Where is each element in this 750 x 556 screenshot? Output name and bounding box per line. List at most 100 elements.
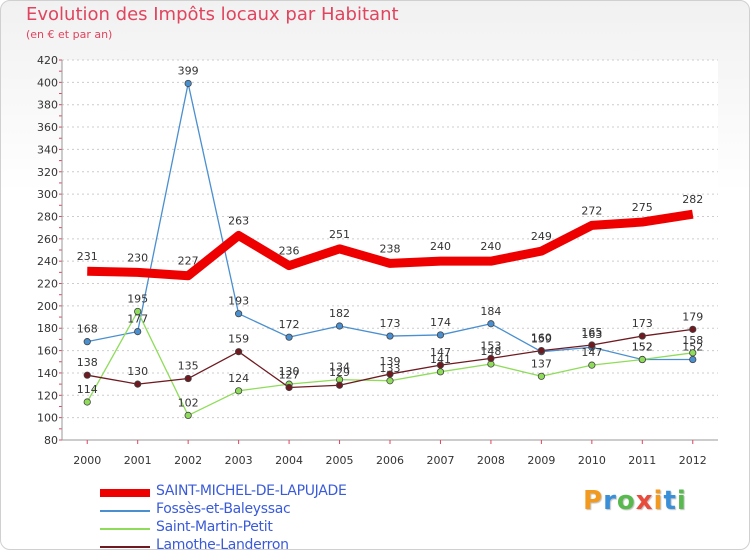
legend-swatch xyxy=(100,546,150,548)
data-label: 195 xyxy=(127,292,148,305)
data-point xyxy=(588,341,596,349)
data-label: 124 xyxy=(228,372,249,385)
data-point xyxy=(184,79,192,88)
data-label: 137 xyxy=(531,357,552,370)
data-label: 139 xyxy=(380,355,401,368)
data-point xyxy=(285,333,293,341)
data-point xyxy=(83,398,91,406)
data-point xyxy=(689,355,697,364)
data-point xyxy=(335,381,344,389)
data-label: 152 xyxy=(632,341,653,354)
series-line xyxy=(87,209,694,281)
x-tick-label: 2001 xyxy=(124,454,152,467)
data-point xyxy=(537,346,545,355)
data-label: 159 xyxy=(228,333,249,346)
data-label: 172 xyxy=(279,318,300,331)
data-point xyxy=(436,368,445,376)
x-tick-label: 2000 xyxy=(73,454,101,467)
x-tick-label: 2009 xyxy=(527,454,555,467)
legend-label: Saint-Martin-Petit xyxy=(156,519,273,535)
data-point xyxy=(436,331,445,339)
data-label: 134 xyxy=(329,361,350,374)
data-label: 130 xyxy=(279,365,300,378)
data-label: 238 xyxy=(380,242,401,255)
data-label: 114 xyxy=(77,383,98,396)
chart-title: Evolution des Impôts locaux par Habitant xyxy=(26,4,399,25)
data-label: 282 xyxy=(682,193,703,206)
data-label: 138 xyxy=(77,356,98,369)
data-point xyxy=(184,374,192,383)
data-label: 251 xyxy=(329,228,350,241)
data-point xyxy=(588,361,596,369)
data-point xyxy=(83,338,91,346)
data-label: 184 xyxy=(480,305,501,318)
data-label: 174 xyxy=(430,316,451,329)
data-label: 230 xyxy=(127,251,148,264)
y-tick-label: 280 xyxy=(37,210,58,223)
x-tick-label: 2008 xyxy=(477,454,505,467)
legend-swatch xyxy=(100,489,150,497)
y-tick-label: 80 xyxy=(44,434,58,447)
data-label: 141 xyxy=(430,353,451,366)
data-label: 163 xyxy=(581,328,602,341)
data-point xyxy=(235,387,243,395)
data-label: 130 xyxy=(127,365,148,378)
data-label: 227 xyxy=(178,255,199,268)
data-label: 129 xyxy=(329,366,350,379)
x-tick-label: 2006 xyxy=(376,454,404,467)
y-tick-label: 100 xyxy=(37,412,58,425)
data-label: 275 xyxy=(632,201,653,214)
x-tick-label: 2011 xyxy=(628,454,656,467)
y-tick-label: 220 xyxy=(37,278,58,291)
y-tick-label: 360 xyxy=(37,121,58,134)
data-label: 236 xyxy=(279,245,300,258)
data-label: 263 xyxy=(228,214,249,227)
data-point xyxy=(638,332,646,340)
chart-subtitle: (en € et par an) xyxy=(26,28,113,41)
proxiti-logo: Proxiti xyxy=(583,486,687,516)
data-label: 182 xyxy=(329,307,350,320)
data-point xyxy=(436,361,445,369)
data-point xyxy=(386,370,394,378)
y-tick-label: 140 xyxy=(37,367,58,380)
line-chart: 80 100 120 140 160 180 200 220 240 260 280 300 320 34… xyxy=(37,54,718,467)
y-tick-label: 240 xyxy=(37,255,58,268)
data-point xyxy=(134,380,142,388)
y-tick-label: 320 xyxy=(37,166,58,179)
x-tick-label: 2012 xyxy=(679,454,707,467)
data-label: 147 xyxy=(430,346,451,359)
data-label: 127 xyxy=(279,368,300,381)
data-label: 135 xyxy=(178,360,199,373)
data-point xyxy=(335,322,344,330)
data-label: 165 xyxy=(581,326,602,339)
data-label: 272 xyxy=(581,204,602,217)
data-point xyxy=(134,327,142,336)
data-label: 173 xyxy=(632,317,653,330)
data-label: 158 xyxy=(682,334,703,347)
data-label: 399 xyxy=(178,64,199,77)
data-label: 177 xyxy=(127,313,148,326)
data-label: 152 xyxy=(682,341,703,354)
x-tick-label: 2005 xyxy=(326,454,354,467)
data-point xyxy=(638,355,646,364)
y-tick-label: 420 xyxy=(37,54,58,67)
data-point xyxy=(487,354,495,363)
data-point xyxy=(285,383,293,392)
data-label: 240 xyxy=(430,240,451,253)
y-tick-label: 300 xyxy=(37,188,58,201)
x-tick-label: 2010 xyxy=(578,454,606,467)
data-label: 193 xyxy=(228,295,249,308)
y-tick-label: 380 xyxy=(37,99,58,112)
legend-swatch xyxy=(100,528,150,530)
data-label: 179 xyxy=(682,310,703,323)
y-tick-label: 340 xyxy=(37,143,58,156)
y-tick-label: 120 xyxy=(37,389,58,402)
legend-label: SAINT-MICHEL-DE-LAPUJADE xyxy=(156,483,347,499)
data-label: 153 xyxy=(480,339,501,352)
y-tick-label: 200 xyxy=(37,300,58,313)
data-point xyxy=(689,349,697,357)
data-point xyxy=(487,320,495,328)
data-label: 133 xyxy=(380,362,401,375)
data-point xyxy=(134,307,142,316)
data-point xyxy=(235,348,243,356)
